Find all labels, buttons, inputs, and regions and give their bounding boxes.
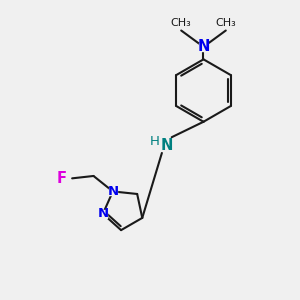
Text: CH₃: CH₃: [171, 18, 192, 28]
Text: F: F: [57, 171, 67, 186]
Text: CH₃: CH₃: [215, 18, 236, 28]
Bar: [109, 188, 117, 195]
Text: H: H: [150, 136, 160, 148]
Bar: [199, 43, 208, 51]
Text: N: N: [160, 138, 172, 153]
Text: N: N: [107, 185, 118, 198]
Text: N: N: [97, 207, 109, 220]
Bar: [99, 210, 107, 218]
Bar: [162, 141, 170, 150]
Text: N: N: [197, 39, 210, 54]
